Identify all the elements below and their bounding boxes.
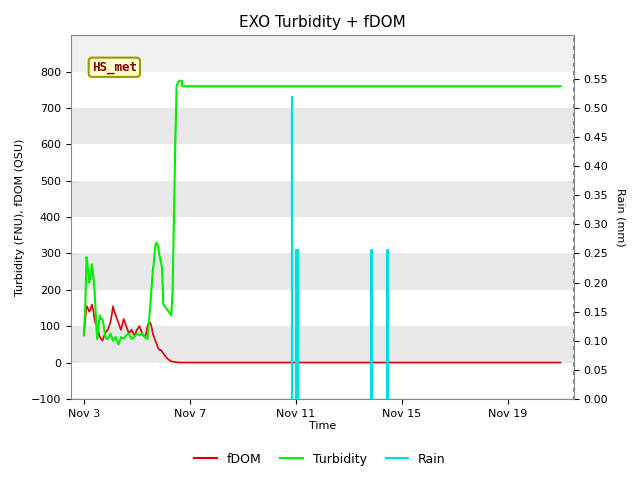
Bar [70,217,574,253]
Bar [70,72,574,108]
X-axis label: Time: Time [308,421,336,432]
Y-axis label: Rain (mm): Rain (mm) [615,188,625,246]
Bar [70,326,574,362]
Bar [70,181,574,217]
Y-axis label: Turbidity (FNU), fDOM (QSU): Turbidity (FNU), fDOM (QSU) [15,138,25,296]
Bar [70,144,574,181]
Bar [70,253,574,290]
Text: HS_met: HS_met [92,61,137,74]
Bar [70,362,574,399]
Bar [70,290,574,326]
Legend: fDOM, Turbidity, Rain: fDOM, Turbidity, Rain [189,448,451,471]
Title: EXO Turbidity + fDOM: EXO Turbidity + fDOM [239,15,406,30]
Bar [70,108,574,144]
